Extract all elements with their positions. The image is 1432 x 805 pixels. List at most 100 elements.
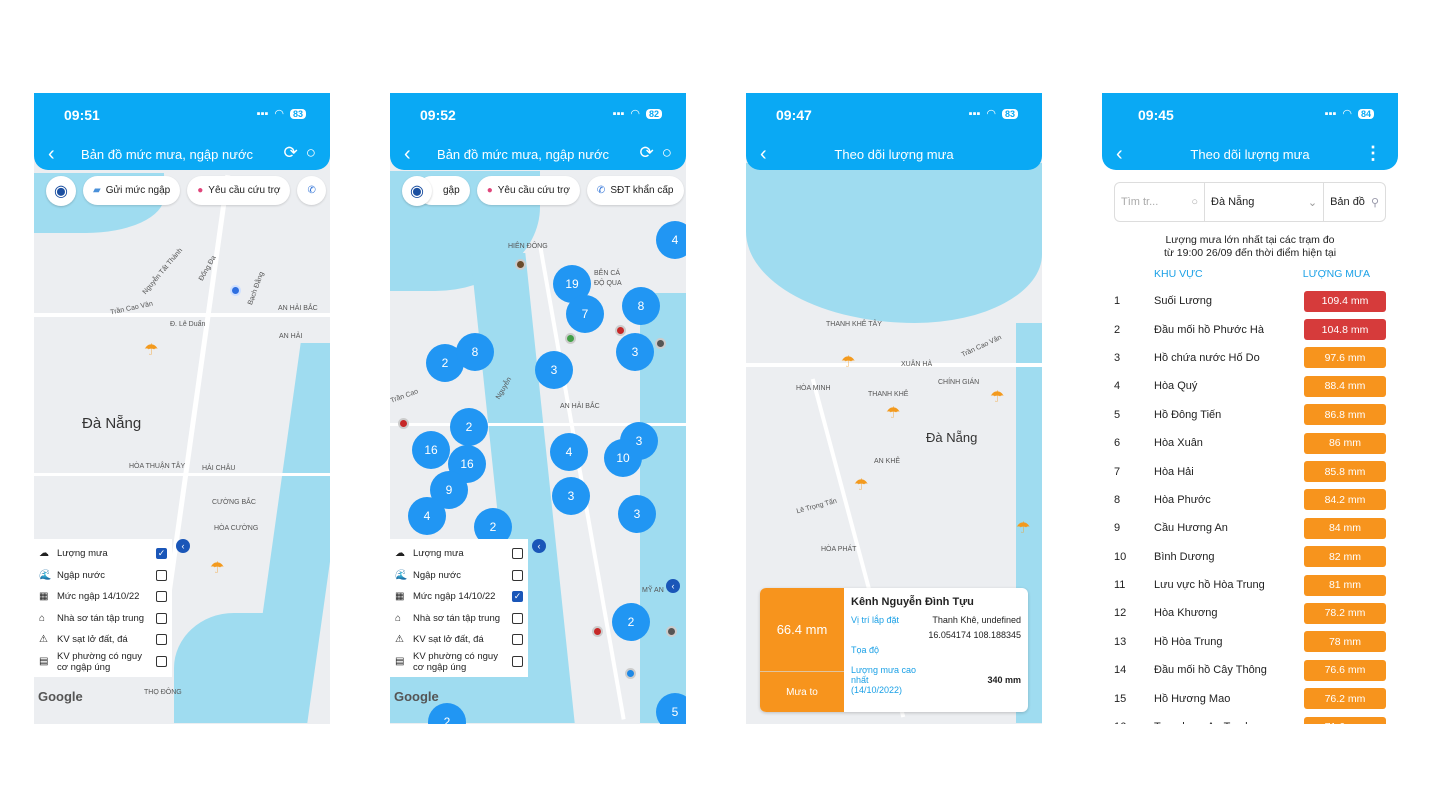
rainfall-row[interactable]: 14 Đầu mối hồ Cây Thông 76.6 mm [1114, 656, 1386, 684]
collapse-legend-button[interactable]: ‹ [176, 539, 190, 553]
rain-station-icon[interactable]: ☂ [854, 477, 869, 494]
legend-item[interactable]: ▤ KV phường có nguy cơ ngập úng [39, 651, 167, 673]
rainfall-row[interactable]: 13 Hồ Hòa Trung 78 mm [1114, 628, 1386, 656]
rainfall-row[interactable]: 12 Hòa Khương 78.2 mm [1114, 599, 1386, 627]
rainfall-row[interactable]: 7 Hòa Hải 85.8 mm [1114, 457, 1386, 485]
cluster-marker[interactable]: 3 [535, 351, 573, 389]
chip-emergency-phone[interactable]: ✆ [297, 176, 326, 205]
legend-item[interactable]: ⚠ KV sạt lở đất, đá [395, 629, 523, 651]
cluster-marker[interactable]: 4 [656, 221, 686, 259]
map-button[interactable]: Bản đồ ⚲ [1330, 196, 1379, 209]
rainfall-row[interactable]: 16Trạm bơm An Trạch71.6 mm [1114, 713, 1386, 724]
rainfall-row[interactable]: 5 Hồ Đông Tiến 86.8 mm [1114, 401, 1386, 429]
collapse-legend-button[interactable]: ‹ [532, 539, 546, 553]
cluster-marker[interactable]: 8 [456, 333, 494, 371]
rain-station-icon[interactable]: ☂ [990, 389, 1005, 406]
back-button[interactable]: ‹ [404, 143, 411, 165]
back-button[interactable]: ‹ [48, 143, 55, 165]
flood-pin-icon[interactable] [515, 259, 526, 270]
rainfall-row[interactable]: 3 Hồ chứa nước Hố Do 97.6 mm [1114, 344, 1386, 372]
legend-item[interactable]: ⌂ Nhà sơ tán tập trung [395, 608, 523, 630]
back-button[interactable]: ‹ [1116, 143, 1123, 165]
rain-station-icon[interactable]: ☂ [1016, 520, 1031, 537]
layer-checkbox[interactable]: ✓ [156, 548, 167, 560]
rain-station-icon[interactable]: ☂ [144, 342, 159, 359]
locate-button[interactable]: ◉ [402, 176, 432, 206]
rain-station-icon[interactable]: ☂ [886, 405, 901, 422]
status-time: 09:51 [64, 107, 100, 123]
rainfall-row[interactable]: 8 Hòa Phước 84.2 mm [1114, 486, 1386, 514]
expand-panel-button[interactable]: ‹ [666, 579, 680, 593]
layer-checkbox[interactable] [156, 656, 167, 667]
chip-request-rescue[interactable]: ● Yêu cầu cứu trợ [187, 176, 291, 205]
flood-pin-icon[interactable] [615, 325, 626, 336]
legend-item[interactable]: ▦ Mức ngập 14/10/22 [39, 586, 167, 608]
legend-item[interactable]: ☁ Lượng mưa ✓ [39, 543, 167, 565]
cluster-marker[interactable]: 2 [428, 703, 466, 724]
rainfall-row[interactable]: 9 Cầu Hương An 84 mm [1114, 514, 1386, 542]
cluster-marker[interactable]: 7 [566, 295, 604, 333]
station-name: Kênh Nguyễn Đình Tựu [851, 596, 974, 608]
cluster-marker[interactable]: 4 [550, 433, 588, 471]
legend-item[interactable]: ▤ KV phường có nguy cơ ngập úng [395, 651, 523, 673]
locate-button[interactable]: ◉ [46, 176, 76, 206]
flood-pin-icon[interactable] [655, 338, 666, 349]
rainfall-row[interactable]: 2 Đầu mối hồ Phước Hà 104.8 mm [1114, 315, 1386, 343]
search-icon[interactable]: ○ [305, 143, 316, 162]
rainfall-row[interactable]: 4 Hòa Quý 88.4 mm [1114, 372, 1386, 400]
cluster-marker[interactable]: 4 [408, 497, 446, 535]
layer-checkbox[interactable] [512, 656, 523, 667]
legend-item[interactable]: ⚠ KV sạt lở đất, đá [39, 629, 167, 651]
layer-checkbox[interactable] [156, 612, 167, 624]
legend-item[interactable]: ⌂ Nhà sơ tán tập trung [39, 608, 167, 630]
more-menu-icon[interactable]: ⋮ [1364, 143, 1382, 163]
layer-checkbox[interactable] [156, 591, 167, 603]
cluster-marker[interactable]: 2 [450, 408, 488, 446]
layer-checkbox[interactable] [512, 548, 523, 560]
cluster-marker[interactable]: 3 [616, 333, 654, 371]
back-button[interactable]: ‹ [760, 143, 767, 165]
flood-pin-icon[interactable] [592, 626, 603, 637]
cluster-marker[interactable]: 10 [604, 439, 642, 477]
rain-station-icon[interactable]: ☂ [841, 354, 856, 371]
flood-pin-icon[interactable] [398, 418, 409, 429]
layer-checkbox[interactable] [512, 612, 523, 624]
chip-request-rescue[interactable]: ● Yêu cầu cứu trợ [476, 176, 580, 205]
layer-checkbox[interactable] [156, 569, 167, 581]
cluster-marker[interactable]: 3 [618, 495, 656, 533]
rainfall-row[interactable]: 1 Suối Lương 109.4 mm [1114, 287, 1386, 315]
refresh-icon[interactable]: ⟳ [283, 143, 298, 162]
cluster-marker[interactable]: 16 [448, 445, 486, 483]
chip-send-flood-level[interactable]: ▰ Gửi mức ngập [83, 176, 181, 205]
flood-pin-icon[interactable] [625, 668, 636, 679]
refresh-icon[interactable]: ⟳ [639, 143, 654, 162]
rainfall-row[interactable]: 11 Lưu vực hồ Hòa Trung 81 mm [1114, 571, 1386, 599]
layer-checkbox[interactable] [156, 634, 167, 646]
flood-pin-icon[interactable] [565, 333, 576, 344]
layer-checkbox[interactable] [512, 634, 523, 646]
legend-item[interactable]: 🌊 Ngập nước [39, 565, 167, 587]
station-search-input[interactable]: Tìm tr... ○ [1115, 183, 1205, 221]
legend-item[interactable]: 🌊 Ngập nước [395, 565, 523, 587]
flood-pin-icon[interactable] [666, 626, 677, 637]
province-select[interactable]: Đà Nẵng ⌄ [1205, 183, 1325, 221]
station-info-card[interactable]: 66.4 mm Mưa to Kênh Nguyễn Đình Tựu Vị t… [760, 588, 1028, 712]
legend-label: Nhà sơ tán tập trung [57, 612, 145, 624]
cluster-marker[interactable]: 5 [656, 693, 686, 724]
rainfall-row[interactable]: 10 Bình Dương 82 mm [1114, 543, 1386, 571]
station-name: Bình Dương [1154, 550, 1215, 563]
map-label: HẢI CHÂU [202, 465, 236, 472]
cluster-marker[interactable]: 3 [552, 477, 590, 515]
cluster-marker[interactable]: 8 [622, 287, 660, 325]
chip-emergency-phone[interactable]: ✆ SĐT khẩn cấp [586, 176, 684, 205]
cluster-marker[interactable]: 16 [412, 431, 450, 469]
legend-item[interactable]: ▦ Mức ngập 14/10/22 ✓ [395, 586, 523, 608]
layer-checkbox[interactable] [512, 569, 523, 581]
legend-item[interactable]: ☁ Lượng mưa [395, 543, 523, 565]
rainfall-row[interactable]: 6 Hòa Xuân 86 mm [1114, 429, 1386, 457]
cluster-marker[interactable]: 2 [612, 603, 650, 641]
search-icon[interactable]: ○ [661, 143, 672, 162]
layer-checkbox[interactable]: ✓ [512, 591, 523, 603]
rainfall-row[interactable]: 15 Hồ Hương Mao 76.2 mm [1114, 684, 1386, 712]
rain-station-icon[interactable]: ☂ [210, 560, 225, 577]
